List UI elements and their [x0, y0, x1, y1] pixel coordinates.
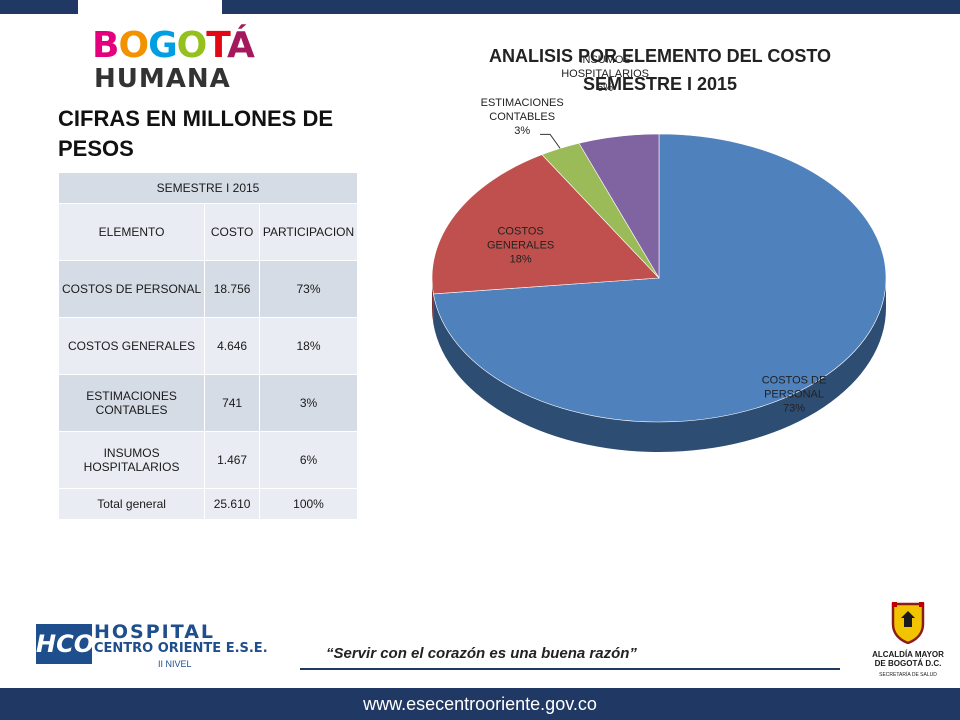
hospital-name: HOSPITAL	[94, 621, 216, 643]
cell-total-label: Total general	[57, 488, 206, 520]
cell-elemento: COSTOS DE PERSONAL	[57, 260, 206, 318]
table-row: ESTIMACIONES CONTABLES 741 3%	[57, 374, 358, 432]
cell-costo: 741	[204, 374, 261, 432]
coat-of-arms-icon	[891, 602, 925, 644]
header-costo: COSTO	[204, 203, 261, 261]
pie-chart: COSTOS DE PERSONAL 73% COSTOS GENERALES 18% ES…	[431, 54, 887, 452]
logo-humana-text: HUMANA	[94, 64, 231, 94]
table-header-row: ELEMENTO COSTO PARTICIPACION	[57, 203, 358, 261]
top-bar-left	[0, 0, 78, 14]
cell-elemento: INSUMOS HOSPITALARIOS	[57, 431, 206, 489]
hospital-level: II NIVEL	[158, 659, 192, 669]
hospital-subname: CENTRO ORIENTE E.S.E.	[94, 641, 268, 656]
website-url: www.esecentrooriente.gov.co	[363, 694, 597, 714]
logo-letter: Á	[227, 25, 255, 66]
table-row: COSTOS GENERALES 4.646 18%	[57, 317, 358, 375]
cell-costo: 1.467	[204, 431, 261, 489]
hospital-mark: HCO	[36, 624, 94, 664]
pie-slice-side	[433, 278, 886, 452]
slogan: “Servir con el corazón es una buena razó…	[326, 645, 637, 662]
cell-costo: 18.756	[204, 260, 261, 318]
table-period-row: SEMESTRE I 2015	[58, 172, 358, 204]
chart-title-line2: SEMESTRE I 2015	[582, 74, 738, 94]
alcaldia-line3: SECRETARÍA DE SALUD	[879, 672, 937, 678]
logo-letter: O	[118, 25, 149, 66]
pie-label: INSUMOS HOSPITALARIOS 6%	[561, 54, 649, 94]
pie-label: COSTOS GENERALES 18%	[487, 226, 554, 266]
pie-leader-line	[540, 133, 561, 149]
top-bar-right	[222, 0, 960, 14]
cell-total-participacion: 100%	[259, 488, 358, 520]
page-subtitle: CIFRAS EN MILLONES DE PESOS	[58, 106, 334, 161]
bogota-humana-logo: BOGOTÁ HUMANA	[92, 26, 255, 96]
header-participacion: PARTICIPACION	[259, 203, 358, 261]
cost-table: SEMESTRE I 2015 ELEMENTO COSTO PARTICIPA…	[57, 172, 358, 520]
header-elemento: ELEMENTO	[57, 203, 206, 261]
table-row: INSUMOS HOSPITALARIOS 1.467 6%	[57, 431, 358, 489]
cell-participacion: 18%	[259, 317, 358, 375]
cell-elemento: ESTIMACIONES CONTABLES	[57, 374, 206, 432]
cell-total-costo: 25.610	[204, 488, 261, 520]
cell-costo: 4.646	[204, 317, 261, 375]
alcaldia-logo: ALCALDÍA MAYOR DE BOGOTÁ D.C. SECRETARÍA…	[868, 602, 948, 686]
footer-bar: www.esecentrooriente.gov.co	[0, 688, 960, 720]
pie-label: ESTIMACIONES CONTABLES 3%	[481, 97, 564, 137]
pie-slice-side	[432, 277, 434, 324]
table-period: SEMESTRE I 2015	[58, 172, 358, 204]
pie-slice	[578, 133, 660, 280]
logo-letter: T	[206, 25, 228, 66]
hospital-logo: HCO HOSPITAL CENTRO ORIENTE E.S.E. II NI…	[36, 618, 268, 676]
logo-letter: B	[92, 25, 119, 66]
cell-participacion: 6%	[259, 431, 358, 489]
logo-bogota-text: BOGOTÁ	[92, 25, 255, 66]
cell-elemento: COSTOS GENERALES	[57, 317, 206, 375]
cell-participacion: 73%	[259, 260, 358, 318]
cell-participacion: 3%	[259, 374, 358, 432]
pie-label: COSTOS DE PERSONAL 73%	[762, 374, 827, 414]
logo-letter: G	[148, 25, 178, 66]
alcaldia-line1: ALCALDÍA MAYOR	[872, 650, 944, 659]
table-total-row: Total general 25.610 100%	[57, 488, 358, 520]
alcaldia-line2: DE BOGOTÁ D.C.	[874, 659, 942, 668]
logo-letter: O	[176, 25, 208, 66]
pie-slice	[433, 133, 887, 423]
chart-title: ANALISIS POR ELEMENTO DEL COSTO SEMESTRE…	[440, 42, 880, 98]
pie-slice	[431, 154, 660, 295]
chart-title-line1: ANALISIS POR ELEMENTO DEL COSTO	[488, 46, 832, 66]
table-row: COSTOS DE PERSONAL 18.756 73%	[57, 260, 358, 318]
footer-divider	[300, 668, 840, 670]
